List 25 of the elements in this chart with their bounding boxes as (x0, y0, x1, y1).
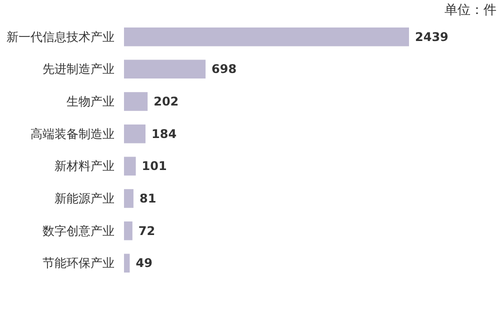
y-tick-label: 数字创意产业 (42, 224, 114, 238)
bar (124, 221, 132, 240)
data-label: 202 (154, 94, 179, 109)
y-tick-label: 新材料产业 (54, 159, 114, 174)
text: 单位：件 (444, 3, 496, 18)
data-label: 81 (139, 191, 156, 206)
data-label: 101 (142, 159, 167, 174)
bar (124, 60, 206, 79)
bar (124, 27, 409, 46)
y-tick-label: 生物产业 (66, 94, 114, 109)
data-label: 184 (152, 126, 177, 141)
bar (124, 189, 134, 208)
y-tick-label: 节能环保产业 (42, 256, 114, 270)
bar (124, 92, 148, 111)
data-label: 698 (212, 62, 237, 76)
data-label: 72 (138, 224, 156, 238)
bar (124, 156, 136, 176)
y-tick-label: 先进制造产业 (42, 62, 114, 76)
y-tick-label: 新能源产业 (54, 191, 114, 206)
bar (124, 254, 130, 273)
bar (124, 124, 146, 144)
data-label: 49 (136, 256, 152, 270)
y-tick-label: 新一代信息技术产业 (6, 30, 114, 44)
y-tick-label: 高端装备制造业 (30, 126, 114, 141)
data-label: 2439 (415, 30, 448, 44)
